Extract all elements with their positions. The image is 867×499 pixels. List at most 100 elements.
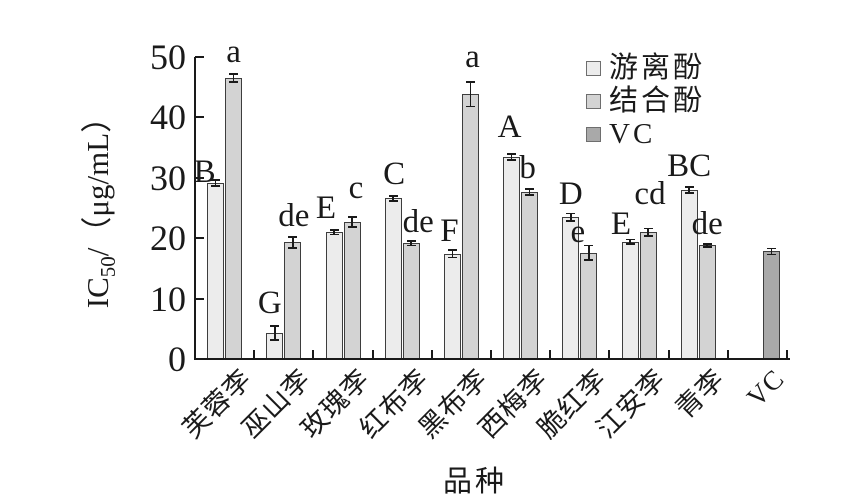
error-bar-cap-top — [288, 236, 298, 238]
x-tick — [786, 350, 788, 359]
y-tick — [195, 116, 204, 119]
bar-结合酚-江安李 — [639, 232, 657, 359]
error-bar-line — [291, 236, 294, 248]
error-bar-cap-bottom — [388, 199, 398, 202]
error-bar-cap-bottom — [347, 225, 357, 228]
sig-letter: C — [383, 155, 406, 192]
bar-游离酚-西梅李 — [503, 157, 521, 359]
bar-结合酚-青李 — [698, 245, 716, 359]
bar-游离酚-黑布李 — [443, 253, 461, 359]
sig-letter: G — [257, 284, 282, 321]
error-bar-cap-top — [566, 212, 576, 215]
legend-item-bound-phenols: 结合酚 — [586, 85, 705, 118]
error-bar-line — [647, 228, 649, 236]
bar-结合酚-西梅李 — [521, 191, 539, 359]
y-tick-label: 10 — [150, 278, 186, 319]
error-bar-cap-bottom — [211, 184, 221, 187]
y-tick — [195, 297, 204, 300]
error-bar-cap-bottom — [684, 192, 694, 194]
error-bar-line — [510, 154, 513, 161]
error-bar-cap-top — [347, 216, 357, 218]
error-bar-cap-top — [447, 249, 457, 252]
error-bar-cap-top — [584, 244, 594, 247]
error-bar-cap-bottom — [465, 105, 475, 108]
bar-结合酚-黑布李 — [461, 94, 479, 359]
error-bar-cap-top — [625, 238, 635, 241]
sig-letter: cd — [634, 175, 666, 212]
y-tick-label: 40 — [150, 97, 186, 138]
sig-letter: de — [278, 197, 310, 234]
x-tick — [490, 350, 492, 359]
sig-letter: de — [402, 203, 434, 240]
error-bar-cap-top — [766, 247, 776, 250]
legend: 游离酚 结合酚 VC — [586, 52, 705, 151]
sig-letter: de — [691, 205, 723, 242]
legend-label-free-phenols: 游离酚 — [609, 52, 706, 84]
sig-letter: B — [193, 153, 216, 190]
error-bar-cap-bottom — [625, 243, 635, 246]
legend-item-free-phenols: 游离酚 — [586, 52, 705, 85]
bar-游离酚-玫瑰李 — [325, 232, 343, 359]
error-bar-line — [469, 82, 472, 107]
error-bar-line — [629, 239, 631, 245]
error-bar-line — [451, 250, 454, 258]
error-bar-line — [410, 240, 413, 246]
x-tick — [667, 350, 670, 359]
x-axis-title: 品种 — [442, 466, 507, 498]
category-label: 青李 — [669, 363, 731, 425]
error-bar-cap-top — [643, 227, 653, 230]
error-bar-cap-top — [465, 81, 475, 84]
x-tick — [430, 350, 433, 359]
error-bar-cap-bottom — [566, 219, 576, 222]
error-bar-cap-top — [507, 153, 517, 156]
x-tick — [608, 350, 611, 359]
error-bar-cap-bottom — [447, 256, 457, 259]
error-bar-line — [273, 325, 276, 341]
bar-游离酚-芙蓉李 — [207, 182, 225, 359]
error-bar-cap-bottom — [643, 234, 653, 237]
sig-letter: E — [315, 189, 337, 226]
error-bar-cap-bottom — [525, 193, 535, 196]
sig-letter: BC — [667, 147, 712, 184]
y-axis-title-sub: 50 — [96, 256, 121, 278]
bar-结合酚-芙蓉李 — [225, 78, 243, 359]
y-tick — [195, 237, 204, 240]
bar-VC-VC — [762, 251, 780, 359]
sig-letter: a — [226, 33, 241, 70]
x-tick — [549, 350, 552, 359]
bar-结合酚-玫瑰李 — [343, 221, 361, 359]
error-bar-line — [232, 73, 235, 83]
legend-label-bound-phenols: 结合酚 — [609, 85, 706, 117]
y-tick — [195, 176, 204, 179]
error-bar-cap-bottom — [584, 259, 594, 261]
bar-结合酚-脆红李 — [580, 252, 598, 359]
sig-letter: c — [348, 170, 364, 207]
error-bar-cap-bottom — [229, 81, 239, 84]
y-tick-label: 0 — [168, 339, 186, 379]
error-bar-cap-bottom — [507, 159, 517, 162]
error-bar-cap-bottom — [270, 339, 280, 342]
y-axis-title: IC50/（μg/mL） — [79, 45, 121, 365]
error-bar-line — [528, 188, 531, 195]
error-bar-cap-bottom — [702, 246, 712, 249]
error-bar-cap-bottom — [329, 233, 339, 236]
y-axis-line — [194, 57, 197, 360]
error-bar-cap-top — [684, 185, 694, 188]
error-bar-line — [351, 217, 353, 227]
error-bar-line — [770, 248, 773, 255]
error-bar-cap-top — [406, 239, 416, 242]
error-bar-line — [569, 213, 572, 221]
sig-letter: E — [610, 206, 632, 243]
bar-游离酚-江安李 — [621, 241, 639, 359]
error-bar-cap-bottom — [288, 246, 298, 249]
error-bar-line — [214, 179, 217, 186]
sig-letter: b — [519, 149, 536, 186]
category-label: VC — [740, 363, 790, 413]
x-tick — [726, 350, 729, 359]
error-bar-line — [587, 245, 590, 260]
x-tick — [312, 350, 315, 359]
error-bar-cap-bottom — [766, 253, 776, 256]
x-axis-line — [194, 358, 790, 361]
sig-letter: F — [440, 213, 459, 250]
sig-letter: D — [558, 176, 583, 213]
